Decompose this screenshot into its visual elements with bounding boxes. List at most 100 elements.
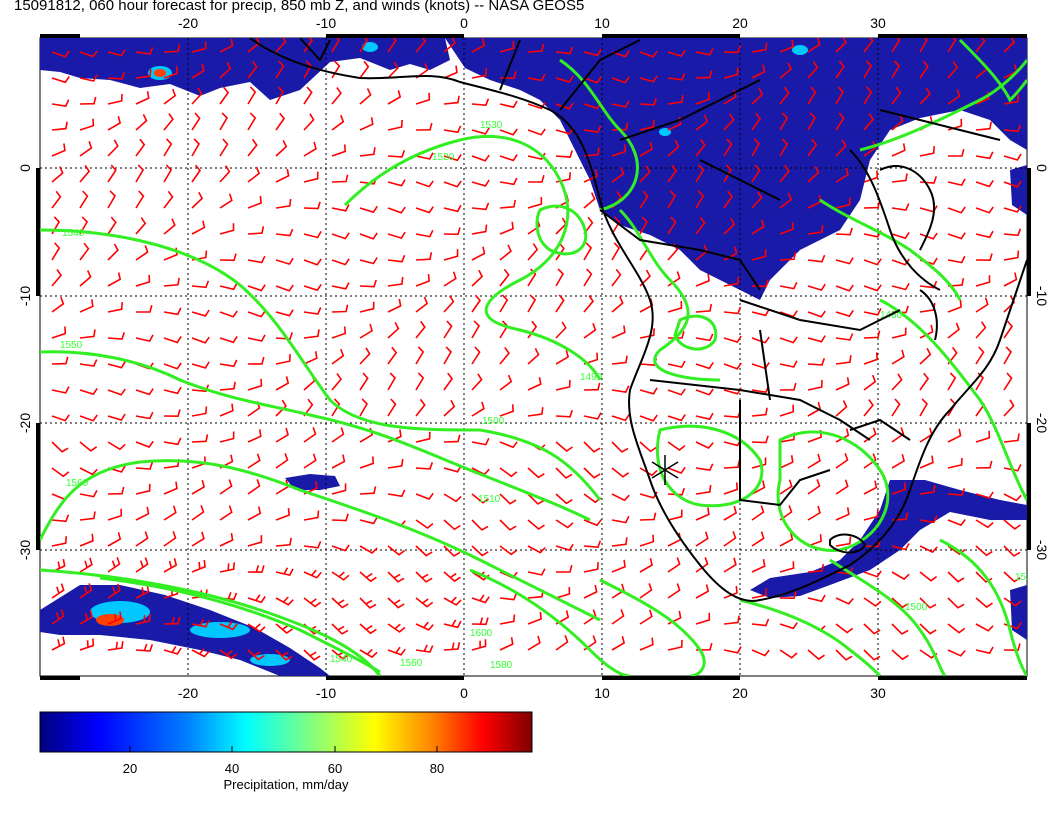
wind-barb xyxy=(415,462,434,470)
wind-barb xyxy=(443,295,455,313)
wind-barb xyxy=(639,558,654,573)
wind-barb xyxy=(331,114,345,131)
wind-barb xyxy=(107,71,126,80)
wind-barb xyxy=(163,362,182,370)
wind-barb xyxy=(135,190,145,209)
wind-barb xyxy=(779,479,793,495)
wind-barb xyxy=(807,283,826,292)
wind-barb xyxy=(191,191,204,209)
wind-barb xyxy=(947,38,957,53)
wind-barb xyxy=(247,86,257,105)
wind-barb xyxy=(807,86,817,105)
wind-barb xyxy=(191,138,200,157)
wind-barb xyxy=(695,463,714,471)
wind-barb xyxy=(667,414,686,422)
wind-barb xyxy=(163,138,173,157)
wind-barb xyxy=(163,386,182,395)
wind-barb xyxy=(191,406,208,417)
wind-barb xyxy=(303,597,322,608)
wind-barb xyxy=(583,382,601,391)
wind-barb xyxy=(863,86,873,105)
wind-barb xyxy=(863,480,878,495)
wind-barb xyxy=(695,388,714,396)
wind-barb xyxy=(639,165,651,183)
wind-barb xyxy=(79,583,93,599)
wind-barb xyxy=(751,618,770,627)
wind-barb xyxy=(723,190,734,209)
wind-barb xyxy=(79,329,96,339)
wind-barb xyxy=(975,206,994,214)
wind-barb xyxy=(443,519,461,531)
wind-barb xyxy=(975,430,991,443)
wind-barb xyxy=(639,609,653,625)
wind-barb xyxy=(611,167,625,183)
wind-barb xyxy=(471,594,490,604)
wind-barb xyxy=(527,128,546,136)
wind-barb xyxy=(667,583,681,599)
wind-barb xyxy=(723,460,741,469)
wind-barb xyxy=(79,270,92,287)
wind-barb xyxy=(639,141,654,157)
wind-barb xyxy=(611,144,627,157)
wind-barb xyxy=(835,649,853,661)
wind-barb xyxy=(835,86,844,105)
wind-barb xyxy=(331,623,349,635)
wind-barb xyxy=(51,636,66,651)
wind-barb xyxy=(499,154,518,162)
wind-barb xyxy=(387,254,406,263)
wind-barb xyxy=(891,114,904,131)
wind-barb xyxy=(1003,399,1015,417)
wind-barb xyxy=(527,73,546,82)
wind-barb xyxy=(219,38,234,53)
wind-barb xyxy=(639,328,655,339)
wind-barb xyxy=(751,191,763,209)
wind-barb xyxy=(303,231,322,239)
wind-barb xyxy=(1003,153,1022,161)
wind-barb xyxy=(723,67,739,79)
wind-barb xyxy=(303,510,320,521)
wind-barb xyxy=(555,268,564,287)
wind-barb xyxy=(667,487,686,496)
wind-barb xyxy=(247,196,262,209)
wind-barb xyxy=(527,611,542,625)
wind-barb xyxy=(163,645,182,655)
wind-barb xyxy=(779,622,798,630)
wind-barb xyxy=(919,38,928,53)
wind-barb xyxy=(219,403,234,417)
wind-barb xyxy=(891,231,910,240)
wind-barb xyxy=(443,38,456,53)
wind-barb xyxy=(527,377,542,391)
wind-barb xyxy=(443,154,462,162)
lat-ticks-left: 0 -10 -20 -30 xyxy=(17,164,33,560)
wind-barb xyxy=(51,166,64,183)
wind-barb xyxy=(1003,94,1020,105)
wind-barb xyxy=(331,38,341,53)
wind-barb xyxy=(1003,493,1022,502)
wind-barb xyxy=(415,431,431,443)
wind-barb xyxy=(947,61,959,79)
wind-barb xyxy=(275,257,294,266)
wind-barb xyxy=(135,531,149,547)
wind-barb xyxy=(443,642,461,651)
wind-barb xyxy=(51,536,67,547)
wind-barb xyxy=(611,122,629,131)
wind-barb xyxy=(919,347,932,365)
wind-barb xyxy=(331,258,350,266)
wind-barb xyxy=(219,310,238,318)
contour-label: 1500 xyxy=(905,602,928,613)
wind-barb xyxy=(639,119,655,131)
wind-barb xyxy=(135,643,154,652)
wind-barb xyxy=(499,294,509,313)
wind-barb xyxy=(807,505,821,521)
wind-barb xyxy=(107,49,126,57)
wind-barb xyxy=(1003,272,1018,287)
wind-barb xyxy=(1003,519,1021,530)
wind-barb xyxy=(303,541,322,549)
wind-barb xyxy=(975,571,993,583)
wind-barb xyxy=(499,100,518,109)
wind-barb xyxy=(79,242,90,261)
wind-barb xyxy=(667,557,681,573)
wind-barb xyxy=(79,190,89,209)
wind-barb xyxy=(807,166,820,183)
wind-barb xyxy=(79,557,93,573)
